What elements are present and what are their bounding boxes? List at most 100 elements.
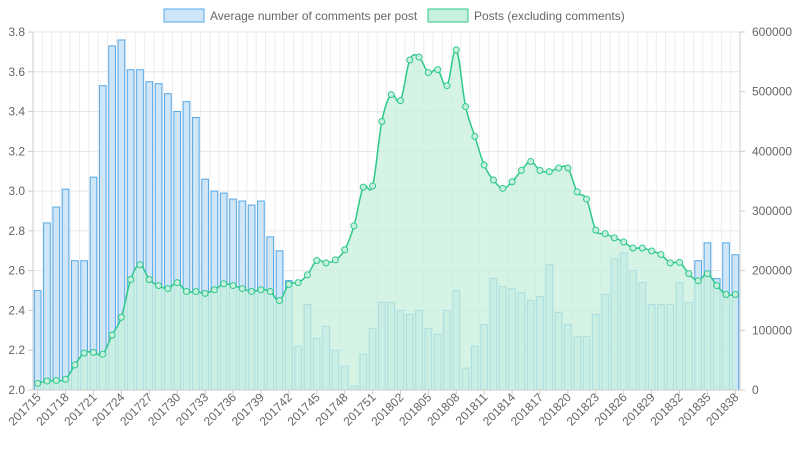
posts-point bbox=[666, 259, 674, 267]
posts-point bbox=[703, 270, 711, 278]
y-right-tick-label: 100000 bbox=[752, 323, 792, 337]
posts-point bbox=[434, 66, 442, 74]
comments-bar bbox=[52, 206, 61, 391]
y-left-tick-label: 2.2 bbox=[8, 343, 25, 357]
comments-bar bbox=[43, 222, 51, 391]
posts-point bbox=[424, 69, 432, 77]
y-right-tick-label: 200000 bbox=[752, 264, 792, 278]
posts-point bbox=[303, 271, 311, 279]
posts-point bbox=[508, 178, 516, 186]
y-left-tick-label: 2.6 bbox=[8, 264, 25, 278]
legend: Average number of comments per post Post… bbox=[163, 8, 625, 23]
y-left-tick-label: 2.8 bbox=[8, 224, 25, 238]
y-right-tick-label: 400000 bbox=[752, 144, 792, 158]
posts-point bbox=[471, 132, 479, 140]
posts-point bbox=[210, 286, 218, 294]
posts-point bbox=[415, 53, 423, 61]
posts-point bbox=[182, 288, 190, 296]
legend-swatch-comments bbox=[163, 8, 205, 23]
posts-point bbox=[276, 297, 284, 304]
posts-point bbox=[257, 286, 265, 294]
posts-point bbox=[313, 257, 321, 265]
posts-point bbox=[685, 270, 693, 278]
posts-point bbox=[564, 164, 572, 172]
posts-point bbox=[220, 280, 228, 288]
posts-point bbox=[359, 183, 367, 191]
posts-point bbox=[573, 188, 581, 196]
posts-point bbox=[713, 282, 721, 290]
posts-point bbox=[694, 277, 702, 285]
posts-area-fill bbox=[37, 49, 736, 390]
posts-point bbox=[638, 244, 646, 252]
posts-point bbox=[248, 288, 256, 296]
posts-point bbox=[201, 289, 209, 297]
comments-bar bbox=[33, 290, 42, 391]
posts-point bbox=[266, 288, 274, 296]
posts-point bbox=[43, 377, 51, 385]
y-left-tick-label: 3.8 bbox=[8, 25, 25, 39]
posts-point bbox=[173, 279, 181, 287]
posts-point bbox=[89, 348, 97, 356]
area-series bbox=[34, 46, 739, 390]
y-left-tick-label: 3.4 bbox=[8, 105, 25, 119]
legend-item-comments[interactable]: Average number of comments per post bbox=[163, 8, 418, 23]
y-left-tick-label: 3.6 bbox=[8, 65, 25, 79]
posts-point bbox=[108, 331, 116, 339]
posts-point bbox=[489, 176, 497, 184]
posts-point bbox=[545, 168, 553, 176]
posts-point bbox=[722, 291, 730, 299]
posts-point bbox=[620, 238, 628, 246]
posts-point bbox=[155, 282, 163, 290]
y-left-tick-label: 2.4 bbox=[8, 303, 25, 317]
posts-point bbox=[192, 288, 200, 296]
posts-point bbox=[80, 349, 88, 357]
posts-point bbox=[331, 256, 339, 264]
posts-point bbox=[136, 261, 144, 269]
posts-point bbox=[322, 259, 330, 267]
y-left-tick-label: 3.2 bbox=[8, 144, 25, 158]
y-right-tick-label: 300000 bbox=[752, 204, 792, 218]
y-right-tick-label: 600000 bbox=[752, 25, 792, 39]
posts-point bbox=[229, 282, 237, 290]
legend-label-posts: Posts (excluding comments) bbox=[474, 9, 625, 23]
posts-point bbox=[369, 182, 377, 190]
posts-point bbox=[164, 285, 172, 293]
posts-point bbox=[238, 285, 246, 293]
posts-point bbox=[657, 251, 665, 259]
posts-point bbox=[396, 97, 404, 105]
posts-point bbox=[34, 379, 42, 387]
posts-point bbox=[294, 279, 302, 287]
posts-point bbox=[555, 164, 563, 172]
posts-point bbox=[592, 226, 600, 234]
posts-point bbox=[601, 230, 609, 238]
posts-point bbox=[676, 258, 684, 266]
comments-bar bbox=[98, 85, 107, 391]
posts-point bbox=[443, 82, 451, 90]
posts-point bbox=[99, 350, 107, 358]
posts-point bbox=[71, 361, 79, 369]
posts-point bbox=[462, 103, 470, 111]
posts-point bbox=[62, 375, 70, 383]
posts-point bbox=[648, 247, 656, 255]
posts-point bbox=[527, 157, 535, 165]
posts-point bbox=[285, 280, 293, 288]
posts-point bbox=[731, 291, 739, 299]
comments-bar bbox=[61, 188, 70, 391]
legend-swatch-posts bbox=[427, 8, 469, 23]
legend-label-comments: Average number of comments per post bbox=[210, 9, 418, 23]
posts-point bbox=[629, 244, 637, 252]
posts-point bbox=[350, 222, 358, 230]
posts-line bbox=[37, 49, 736, 385]
legend-item-posts[interactable]: Posts (excluding comments) bbox=[427, 8, 625, 23]
posts-point bbox=[406, 56, 414, 64]
y-right-tick-label: 500000 bbox=[752, 85, 792, 99]
posts-point bbox=[127, 276, 135, 284]
posts-point bbox=[387, 91, 395, 99]
posts-point bbox=[480, 161, 488, 169]
posts-point bbox=[517, 166, 525, 174]
posts-point bbox=[378, 118, 386, 125]
y-left-tick-label: 3.0 bbox=[8, 184, 25, 198]
y-right-tick-label: 0 bbox=[752, 383, 759, 397]
posts-point bbox=[145, 276, 153, 284]
posts-point bbox=[52, 376, 60, 384]
